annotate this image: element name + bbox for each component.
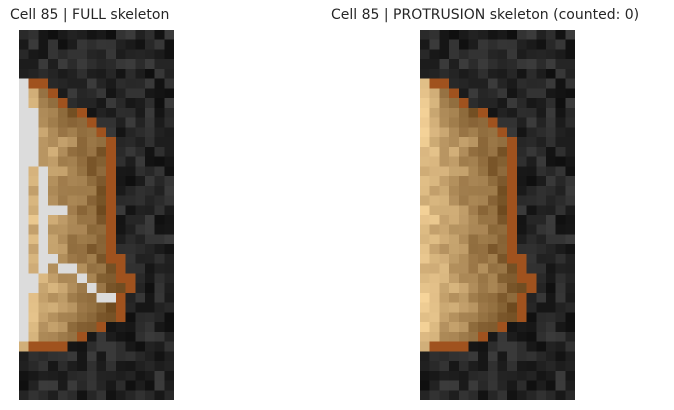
full-skeleton-canvas bbox=[19, 30, 174, 400]
protrusion-skeleton-canvas bbox=[420, 30, 575, 400]
protrusion-skeleton-image bbox=[420, 30, 575, 400]
full-skeleton-image bbox=[19, 30, 174, 400]
panel-title-full-skeleton: Cell 85 | FULL skeleton bbox=[10, 7, 170, 23]
panel-title-protrusion-skeleton: Cell 85 | PROTRUSION skeleton (counted: … bbox=[331, 7, 640, 23]
